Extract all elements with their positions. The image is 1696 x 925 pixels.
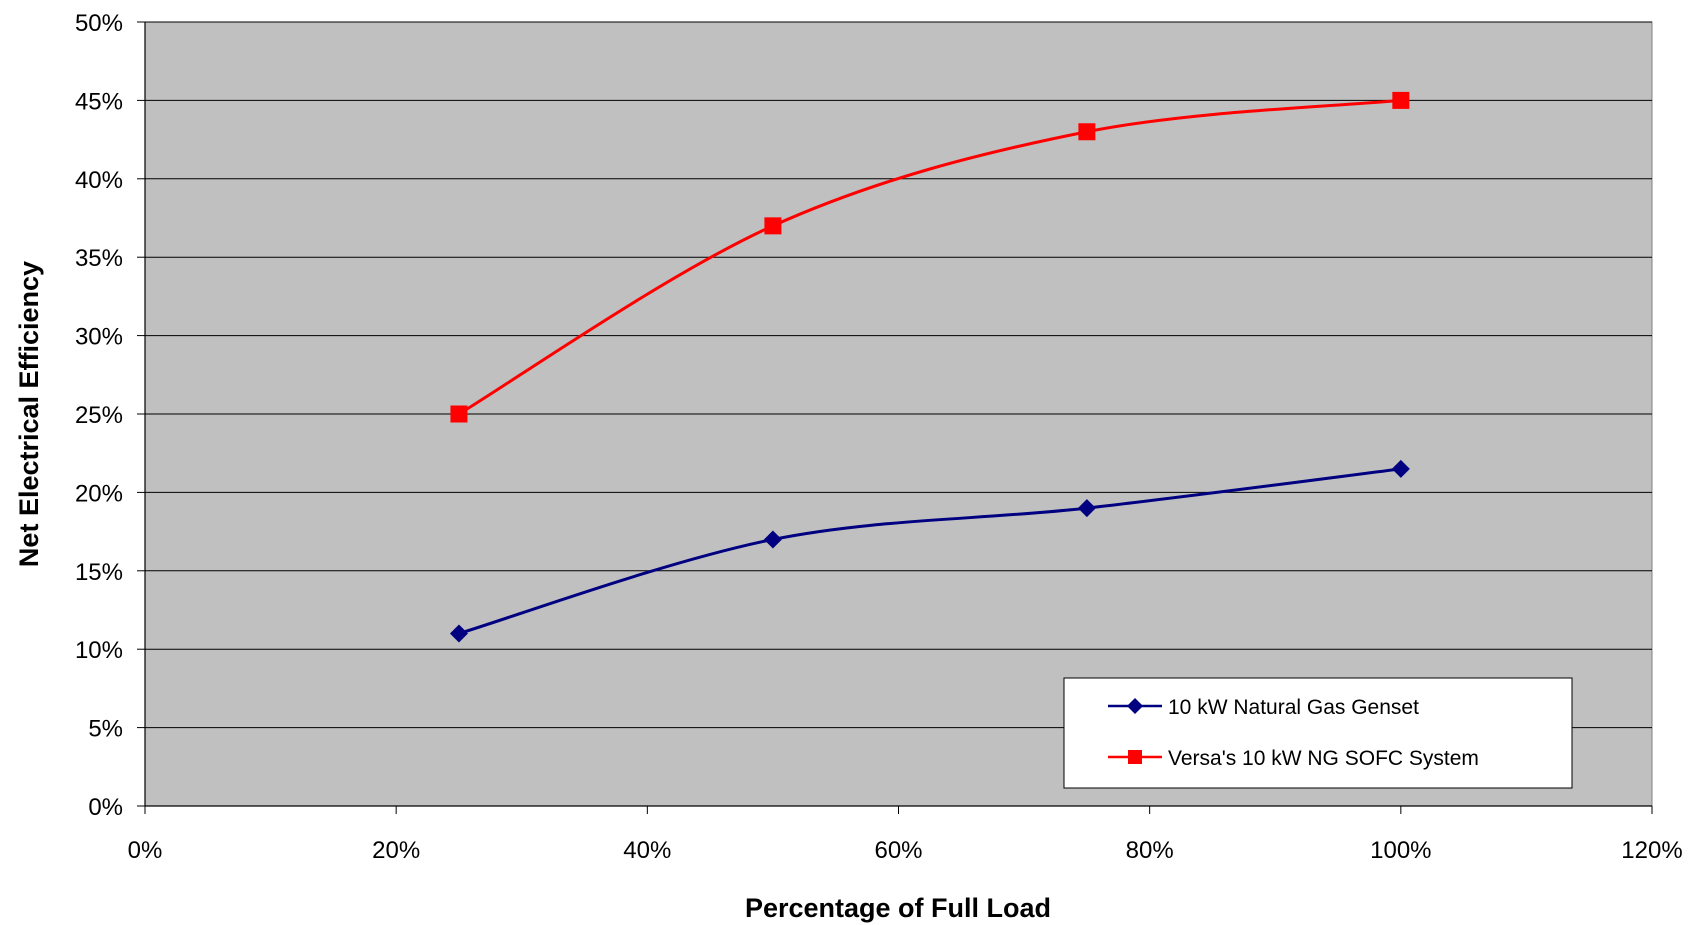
x-tick-label: 100% (1370, 837, 1431, 864)
y-axis-title: Net Electrical Efficiency (14, 261, 44, 567)
legend: 10 kW Natural Gas Genset Versa's 10 kW N… (1063, 677, 1573, 789)
series-1 (449, 459, 1410, 643)
legend-label-sofc: Versa's 10 kW NG SOFC System (1168, 747, 1479, 770)
x-tick-label: 60% (874, 837, 922, 864)
data-point-square (764, 217, 782, 235)
series-2 (450, 91, 1410, 423)
y-tick-label: 25% (75, 402, 123, 429)
data-point-diamond (1391, 459, 1410, 478)
series-line (458, 98, 1401, 416)
data-point-diamond (763, 530, 782, 549)
y-tick-label: 30% (75, 324, 123, 351)
y-tick-label: 20% (75, 480, 123, 507)
x-tick-label: 120% (1621, 837, 1682, 864)
y-tick-label: 15% (75, 559, 123, 586)
legend-box (1063, 677, 1573, 789)
data-point-square (1392, 91, 1410, 109)
y-tick-label: 50% (75, 10, 123, 37)
y-tick-label: 35% (75, 245, 123, 272)
axes: 0% 5% 10% 15% 20% 25% 30% 35% 40% 45% 50% 0% 20% 40% 6… (75, 10, 1683, 864)
series-line (458, 467, 1402, 635)
x-axis-title: Percentage of Full Load (745, 893, 1051, 923)
x-tick-label: 20% (372, 837, 420, 864)
legend-label-genset: 10 kW Natural Gas Genset (1168, 696, 1419, 719)
data-point-square (450, 405, 468, 423)
y-tick-label: 5% (88, 716, 123, 743)
y-tick-label: 10% (75, 637, 123, 664)
legend-marker-diamond-icon (1127, 698, 1143, 714)
y-tick-label: 45% (75, 88, 123, 115)
data-point-square (1078, 123, 1096, 141)
data-point-diamond (449, 624, 468, 643)
x-tick-label: 0% (128, 837, 163, 864)
x-tick-label: 80% (1126, 837, 1174, 864)
y-tick-label: 0% (88, 794, 123, 821)
series-layer (449, 91, 1410, 643)
x-tick-label: 40% (623, 837, 671, 864)
data-point-diamond (1077, 499, 1096, 518)
y-tick-label: 40% (75, 167, 123, 194)
legend-marker-square-icon (1128, 750, 1142, 764)
